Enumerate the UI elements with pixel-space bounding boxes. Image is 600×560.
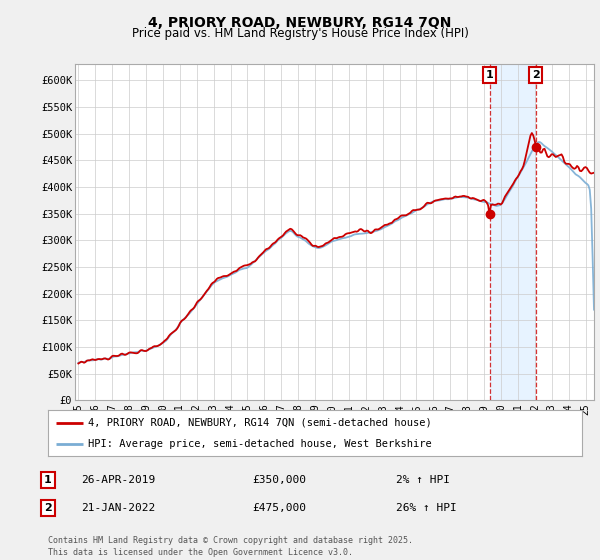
Text: Price paid vs. HM Land Registry's House Price Index (HPI): Price paid vs. HM Land Registry's House …	[131, 27, 469, 40]
Text: 1: 1	[44, 475, 52, 485]
Text: 21-JAN-2022: 21-JAN-2022	[81, 503, 155, 513]
Text: Contains HM Land Registry data © Crown copyright and database right 2025.
This d: Contains HM Land Registry data © Crown c…	[48, 536, 413, 557]
Text: 2: 2	[44, 503, 52, 513]
Text: HPI: Average price, semi-detached house, West Berkshire: HPI: Average price, semi-detached house,…	[88, 439, 432, 449]
Text: £475,000: £475,000	[252, 503, 306, 513]
Text: 2: 2	[532, 70, 540, 80]
Bar	[490, 64, 536, 400]
Text: 2% ↑ HPI: 2% ↑ HPI	[396, 475, 450, 485]
Text: £350,000: £350,000	[252, 475, 306, 485]
Text: 4, PRIORY ROAD, NEWBURY, RG14 7QN: 4, PRIORY ROAD, NEWBURY, RG14 7QN	[148, 16, 452, 30]
Text: 1: 1	[485, 70, 493, 80]
Text: 26% ↑ HPI: 26% ↑ HPI	[396, 503, 457, 513]
Text: 26-APR-2019: 26-APR-2019	[81, 475, 155, 485]
Text: 4, PRIORY ROAD, NEWBURY, RG14 7QN (semi-detached house): 4, PRIORY ROAD, NEWBURY, RG14 7QN (semi-…	[88, 418, 432, 428]
